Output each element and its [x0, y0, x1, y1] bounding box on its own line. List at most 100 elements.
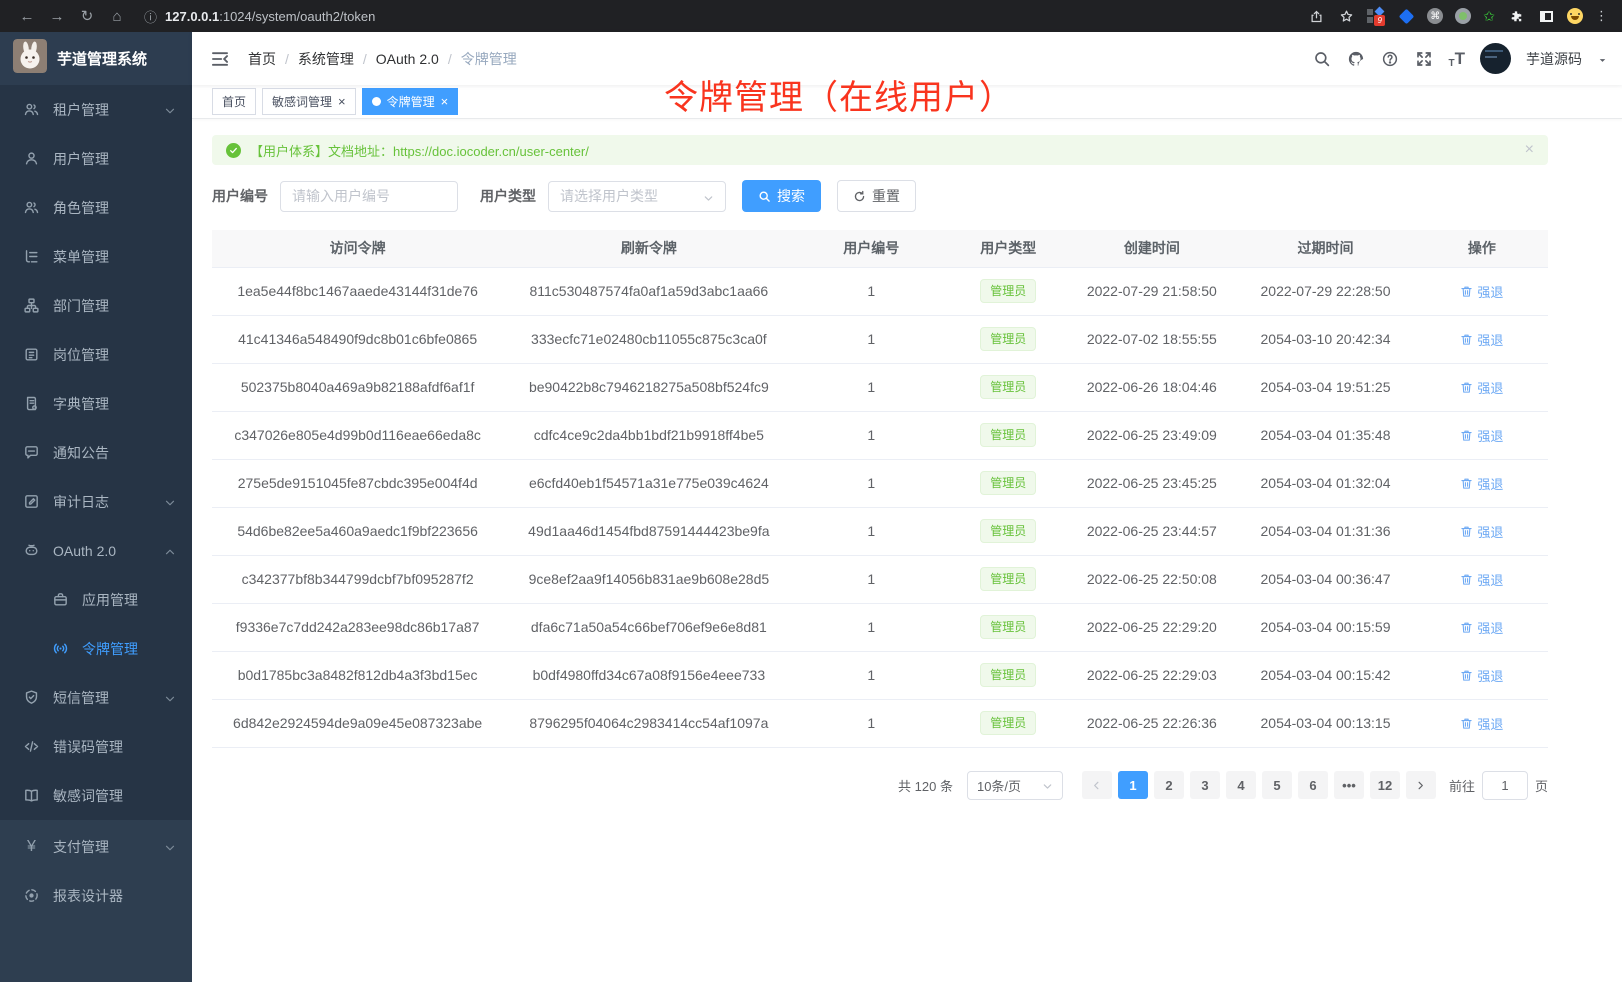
sidebar-item-sms[interactable]: 短信管理: [0, 673, 192, 722]
sidebar-item-sensitive[interactable]: 敏感词管理: [0, 771, 192, 820]
sidebar-item-report[interactable]: 报表设计器: [0, 871, 192, 920]
search-button[interactable]: 搜索: [742, 180, 821, 212]
sidebar-item-audit[interactable]: 审计日志: [0, 477, 192, 526]
sidebar-item-label: 通知公告: [53, 444, 109, 461]
action-cell: 强退: [1415, 459, 1548, 508]
browser-home-icon[interactable]: ⌂: [112, 7, 122, 25]
collapse-sidebar-icon[interactable]: [210, 49, 230, 69]
page-button-4[interactable]: 4: [1225, 771, 1256, 799]
app-logo[interactable]: 芋道管理系统: [0, 32, 192, 85]
sidebar-item-user[interactable]: 用户管理: [0, 134, 192, 183]
page-button-5[interactable]: 5: [1261, 771, 1292, 799]
page-button-12[interactable]: 12: [1369, 771, 1400, 799]
breadcrumb-item[interactable]: 首页: [248, 50, 276, 67]
sidebar-item-label: 敏感词管理: [53, 787, 123, 804]
sidebar-item-app[interactable]: 应用管理: [0, 575, 192, 624]
sidebar-item-oauth[interactable]: OAuth 2.0: [0, 526, 192, 575]
tab-close-icon[interactable]: ×: [440, 94, 449, 109]
doc-link[interactable]: https://doc.iocoder.cn/user-center/: [393, 143, 589, 159]
breadcrumb: 首页 / 系统管理 / OAuth 2.0 / 令牌管理: [248, 49, 517, 69]
table-row: 502375b8040a469a9b82188afdf6af1f be90422b…: [212, 363, 1548, 412]
breadcrumb-item[interactable]: 系统管理: [297, 50, 354, 67]
user-type-badge: 管理员: [980, 711, 1037, 735]
menu-icon: [23, 248, 40, 265]
action-cell: 强退: [1415, 267, 1548, 316]
force-logout-label: 强退: [1477, 524, 1504, 540]
column-header: 过期时间: [1235, 230, 1416, 268]
search-icon[interactable]: [1313, 49, 1332, 68]
goto-page-input[interactable]: 1: [1481, 770, 1528, 800]
avatar[interactable]: [1480, 43, 1511, 74]
browser-menu-icon[interactable]: ⋮: [1595, 8, 1608, 23]
browser-back-icon[interactable]: ←: [19, 7, 35, 25]
created-cell: 2022-06-25 23:45:25: [1068, 459, 1236, 508]
sidebar-item-dept[interactable]: 部门管理: [0, 281, 192, 330]
page-size-select[interactable]: 10条/页: [966, 770, 1063, 800]
user-id-input[interactable]: 请输入用户编号: [280, 180, 458, 212]
force-logout-button[interactable]: 强退: [1460, 618, 1503, 637]
green-star-extension-icon[interactable]: ✩: [1483, 7, 1495, 24]
force-logout-button[interactable]: 强退: [1460, 330, 1503, 349]
force-logout-button[interactable]: 强退: [1460, 714, 1503, 733]
sidebar-item-pay[interactable]: ¥ 支付管理: [0, 822, 192, 871]
tab-令牌管理[interactable]: 令牌管理 ×: [361, 88, 459, 115]
tab-首页[interactable]: 首页: [212, 88, 257, 115]
sidebar-item-menu[interactable]: 菜单管理: [0, 232, 192, 281]
table-row: 54d6be82ee5a460a9aedc1f9bf223656 49d1aa46…: [212, 507, 1548, 556]
access-token-cell: 6d842e2924594de9a09e45e087323abe: [212, 699, 504, 748]
force-logout-button[interactable]: 强退: [1460, 474, 1503, 493]
sidebar-item-dict[interactable]: 字典管理: [0, 379, 192, 428]
sidebar-item-token[interactable]: 令牌管理: [0, 624, 192, 673]
side-panel-icon[interactable]: [1537, 7, 1555, 25]
page-button-1[interactable]: 1: [1117, 771, 1148, 799]
address-bar[interactable]: ⓘ 127.0.0.1:1024/system/oauth2/token: [144, 7, 1303, 26]
extension-blocks-icon[interactable]: 9: [1367, 6, 1386, 26]
page-button-2[interactable]: 2: [1153, 771, 1184, 799]
tab-close-icon[interactable]: ×: [338, 94, 346, 109]
access-token-cell: c347026e805e4d99b0d116eae66eda8c: [212, 411, 504, 460]
force-logout-button[interactable]: 强退: [1460, 570, 1503, 589]
breadcrumb-item[interactable]: OAuth 2.0: [375, 50, 439, 67]
command-extension-icon[interactable]: ⌘: [1427, 8, 1444, 24]
profile-emoji-icon[interactable]: [1567, 8, 1583, 24]
table-row: c342377bf8b344799dcbf7bf095287f2 9ce8ef2a…: [212, 555, 1548, 604]
user-type-cell: 管理员: [948, 603, 1069, 652]
user-id-cell: 1: [794, 699, 949, 748]
sidebar-item-notice[interactable]: 通知公告: [0, 428, 192, 477]
alert-close-icon[interactable]: ×: [1524, 141, 1534, 158]
site-info-icon[interactable]: ⓘ: [144, 9, 158, 25]
access-token-cell: 275e5de9151045fe87cbdc395e004f4d: [212, 459, 504, 508]
fullscreen-icon[interactable]: [1415, 49, 1434, 68]
force-logout-button[interactable]: 强退: [1460, 666, 1503, 685]
user-type-select[interactable]: 请选择用户类型: [548, 180, 726, 212]
force-logout-button[interactable]: 强退: [1460, 378, 1503, 397]
share-icon[interactable]: [1307, 7, 1325, 25]
sidebar-item-tenant[interactable]: 租户管理: [0, 85, 192, 134]
force-logout-button[interactable]: 强退: [1460, 282, 1503, 301]
next-page-button[interactable]: [1405, 771, 1436, 799]
help-icon[interactable]: [1381, 49, 1400, 68]
sidebar-item-post[interactable]: 岗位管理: [0, 330, 192, 379]
caret-down-icon[interactable]: [1597, 53, 1608, 64]
tab-敏感词管理[interactable]: 敏感词管理 ×: [262, 88, 356, 115]
github-icon[interactable]: [1347, 49, 1366, 68]
force-logout-button[interactable]: 强退: [1460, 426, 1503, 445]
browser-forward-icon[interactable]: →: [49, 7, 65, 25]
page-button-6[interactable]: 6: [1297, 771, 1328, 799]
bookmark-star-icon[interactable]: [1337, 7, 1355, 25]
recorder-extension-icon[interactable]: [1455, 8, 1472, 24]
sidebar-item-errcode[interactable]: 错误码管理: [0, 722, 192, 771]
page-button-3[interactable]: 3: [1189, 771, 1220, 799]
gem-extension-icon[interactable]: [1397, 7, 1415, 25]
prev-page-button[interactable]: [1081, 771, 1112, 799]
action-cell: 强退: [1415, 507, 1548, 556]
sidebar-item-role[interactable]: 角色管理: [0, 183, 192, 232]
reset-button[interactable]: 重置: [837, 180, 916, 212]
puzzle-extensions-icon[interactable]: [1507, 7, 1525, 25]
browser-reload-icon[interactable]: ↻: [80, 8, 94, 25]
column-header: 操作: [1415, 230, 1548, 268]
breadcrumb-separator: /: [447, 50, 452, 67]
user-id-cell: 1: [794, 363, 949, 412]
force-logout-button[interactable]: 强退: [1460, 522, 1503, 541]
